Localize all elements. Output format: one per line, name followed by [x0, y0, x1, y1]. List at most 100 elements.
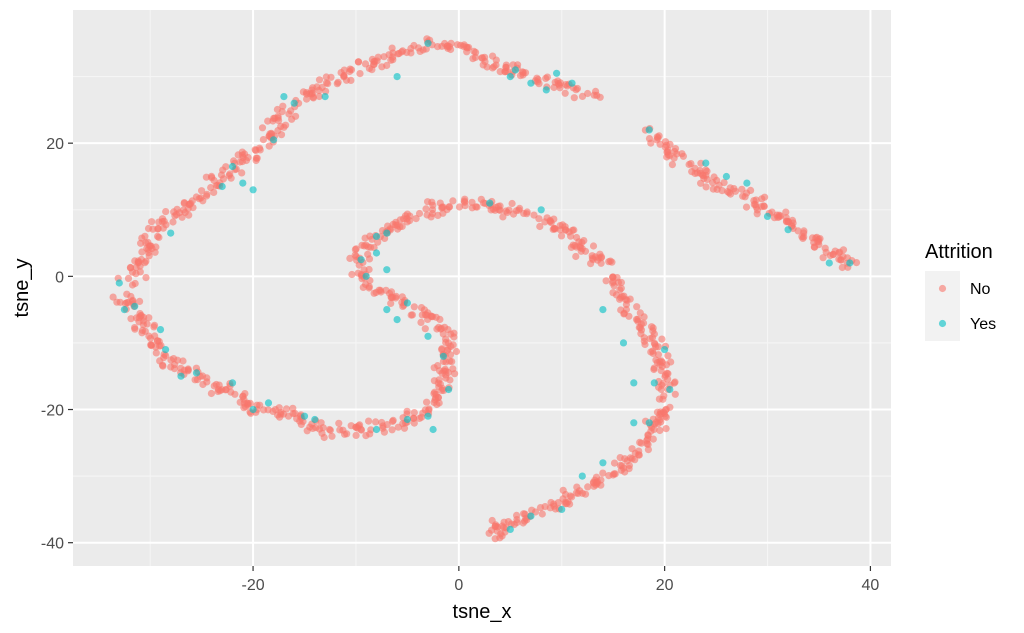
- point-no: [394, 423, 402, 431]
- point-no: [410, 303, 418, 311]
- point-no: [398, 293, 406, 301]
- point-no: [468, 204, 476, 212]
- point-no: [152, 343, 160, 351]
- point-no: [389, 56, 397, 64]
- point-no: [616, 454, 624, 462]
- point-no: [322, 87, 330, 95]
- point-no: [172, 211, 181, 219]
- point-no: [230, 157, 238, 165]
- point-yes: [506, 525, 514, 534]
- point-no: [636, 309, 644, 317]
- point-no: [148, 218, 156, 226]
- point-yes: [486, 199, 494, 207]
- point-yes: [537, 206, 545, 214]
- point-no: [372, 418, 380, 426]
- point-yes: [599, 306, 607, 314]
- x-axis-title: tsne_x: [453, 601, 512, 623]
- point-no: [173, 356, 182, 364]
- point-no: [418, 413, 426, 421]
- point-no: [138, 329, 146, 337]
- point-no: [566, 500, 574, 508]
- point-no: [361, 60, 370, 68]
- point-no: [550, 83, 558, 92]
- point-no: [186, 199, 195, 208]
- point-no: [623, 296, 631, 304]
- point-no: [400, 424, 409, 432]
- point-no: [561, 89, 569, 97]
- point-no: [653, 136, 661, 144]
- point-no: [444, 42, 452, 50]
- point-no: [567, 232, 575, 240]
- point-no: [658, 362, 666, 371]
- point-no: [502, 63, 510, 71]
- point-no: [434, 379, 442, 387]
- point-no: [167, 363, 175, 371]
- point-no: [227, 388, 235, 396]
- point-no: [819, 254, 827, 262]
- point-no: [192, 193, 200, 201]
- point-yes: [393, 73, 401, 81]
- point-no: [410, 419, 418, 427]
- point-no: [589, 256, 597, 264]
- point-no: [351, 246, 359, 254]
- point-yes: [393, 316, 401, 324]
- point-no: [489, 64, 497, 72]
- point-no: [169, 218, 177, 226]
- point-no: [530, 211, 538, 219]
- point-no: [131, 324, 139, 332]
- y-tick-label: 0: [55, 269, 64, 286]
- point-no: [270, 114, 278, 122]
- point-yes: [445, 385, 453, 394]
- point-no: [403, 215, 411, 223]
- point-no: [730, 185, 738, 193]
- legend-key-marker: [938, 319, 947, 328]
- point-no: [637, 326, 646, 334]
- point-no: [652, 343, 660, 351]
- point-no: [144, 238, 152, 246]
- point-yes: [650, 379, 658, 387]
- point-no: [556, 226, 565, 234]
- point-no: [448, 358, 456, 366]
- point-no: [425, 406, 433, 414]
- point-no: [597, 481, 605, 489]
- point-no: [259, 136, 267, 144]
- point-no: [831, 247, 839, 255]
- point-no: [362, 280, 370, 288]
- point-no: [641, 340, 649, 349]
- point-yes: [300, 412, 309, 420]
- point-no: [379, 422, 387, 430]
- point-no: [199, 197, 207, 205]
- point-no: [531, 508, 540, 516]
- point-no: [238, 158, 246, 166]
- point-no: [217, 171, 226, 179]
- point-no: [655, 395, 664, 403]
- point-no: [417, 318, 425, 326]
- point-no: [702, 183, 710, 191]
- point-no: [617, 466, 625, 474]
- point-yes: [177, 372, 185, 380]
- point-no: [348, 270, 356, 279]
- point-no: [387, 299, 395, 307]
- legend-keys: No Yes: [925, 271, 996, 341]
- legend-label: Yes: [970, 316, 996, 333]
- point-no: [597, 253, 606, 261]
- point-no: [142, 274, 150, 282]
- point-no: [352, 431, 360, 439]
- point-no: [318, 429, 326, 437]
- y-tick-label: -40: [41, 536, 64, 553]
- point-no: [412, 215, 420, 223]
- point-no: [129, 296, 137, 304]
- y-axis-ticks: -40 -20 0 20: [41, 136, 73, 553]
- point-no: [178, 213, 186, 221]
- point-no: [590, 482, 598, 490]
- point-no: [538, 510, 546, 518]
- point-no: [637, 439, 646, 447]
- point-yes: [383, 306, 391, 314]
- point-no: [430, 364, 438, 372]
- point-no: [494, 202, 502, 210]
- point-no: [507, 520, 515, 528]
- point-yes: [846, 259, 854, 267]
- point-yes: [527, 79, 535, 87]
- point-no: [439, 357, 447, 366]
- point-no: [191, 376, 199, 384]
